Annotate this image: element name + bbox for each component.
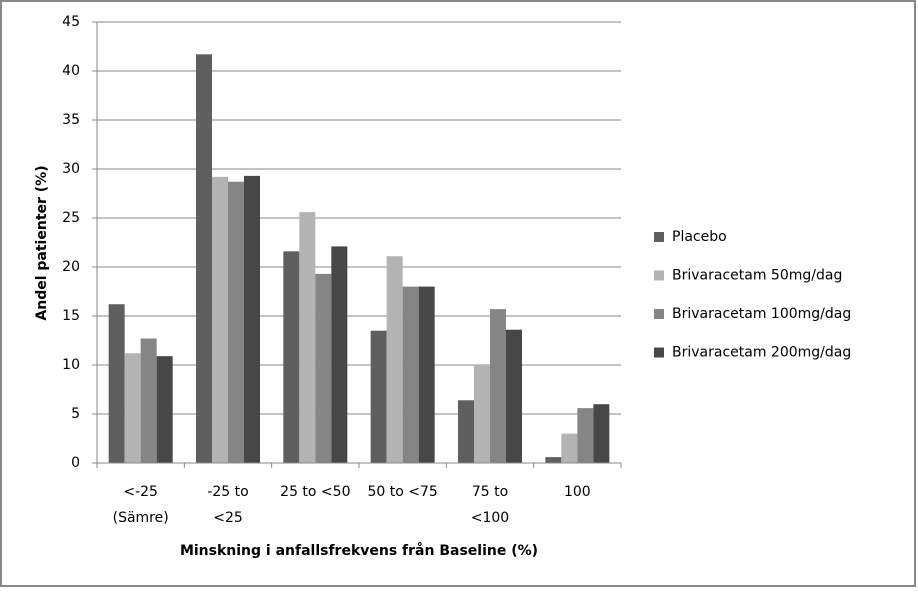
y-tick-label: 25 xyxy=(62,210,80,226)
x-tick-label: <-25 xyxy=(123,484,158,500)
bar xyxy=(140,338,157,463)
bar xyxy=(545,457,562,463)
bar xyxy=(474,365,490,463)
bar xyxy=(370,330,387,463)
bar xyxy=(561,433,578,463)
bar xyxy=(331,246,348,463)
x-tick-label: (Sämre) xyxy=(113,510,169,526)
y-tick-label: 40 xyxy=(62,63,80,79)
bar xyxy=(458,400,474,463)
x-axis-title: Minskning i anfallsfrekvens från Baselin… xyxy=(180,542,538,559)
legend-label: Brivaracetam 50mg/dag xyxy=(672,268,842,284)
bar xyxy=(244,175,260,464)
bar xyxy=(418,286,435,463)
legend-label: Brivaracetam 100mg/dag xyxy=(672,306,851,322)
y-tick-label: 0 xyxy=(71,455,80,471)
y-axis-title: Andel patienter (%) xyxy=(34,165,50,320)
y-tick-label: 30 xyxy=(62,161,80,177)
bar xyxy=(506,329,522,463)
y-tick-label: 15 xyxy=(62,308,80,324)
bar xyxy=(108,304,125,463)
x-tick-label: 100 xyxy=(564,484,591,500)
x-tick-label: <100 xyxy=(471,510,509,526)
legend-swatch xyxy=(654,270,664,281)
y-tick-label: 10 xyxy=(62,357,80,373)
y-tick-label: 5 xyxy=(71,406,80,422)
bar xyxy=(228,181,244,464)
x-tick-label: <25 xyxy=(213,510,243,526)
y-tick-label: 35 xyxy=(62,112,80,128)
legend-label: Placebo xyxy=(672,229,727,245)
legend-label: Brivaracetam 200mg/dag xyxy=(672,345,851,361)
bar xyxy=(156,356,173,463)
bar xyxy=(593,404,610,463)
legend-swatch xyxy=(654,309,664,319)
legend-swatch xyxy=(654,347,664,358)
y-tick-label: 20 xyxy=(62,259,80,275)
bar xyxy=(212,176,228,463)
legend-swatch xyxy=(654,232,664,242)
bar xyxy=(386,256,403,463)
bar xyxy=(315,273,332,463)
bar xyxy=(124,353,141,463)
bar xyxy=(577,408,594,463)
bar xyxy=(283,251,300,463)
x-tick-label: 25 to <50 xyxy=(280,484,350,500)
bar xyxy=(299,212,316,463)
bar xyxy=(196,54,212,464)
x-tick-label: -25 to xyxy=(207,484,248,500)
x-tick-label: 50 to <75 xyxy=(368,484,438,500)
x-tick-label: 75 to xyxy=(472,484,508,500)
bar xyxy=(490,309,506,463)
y-tick-label: 45 xyxy=(62,14,80,30)
bar xyxy=(402,286,419,463)
